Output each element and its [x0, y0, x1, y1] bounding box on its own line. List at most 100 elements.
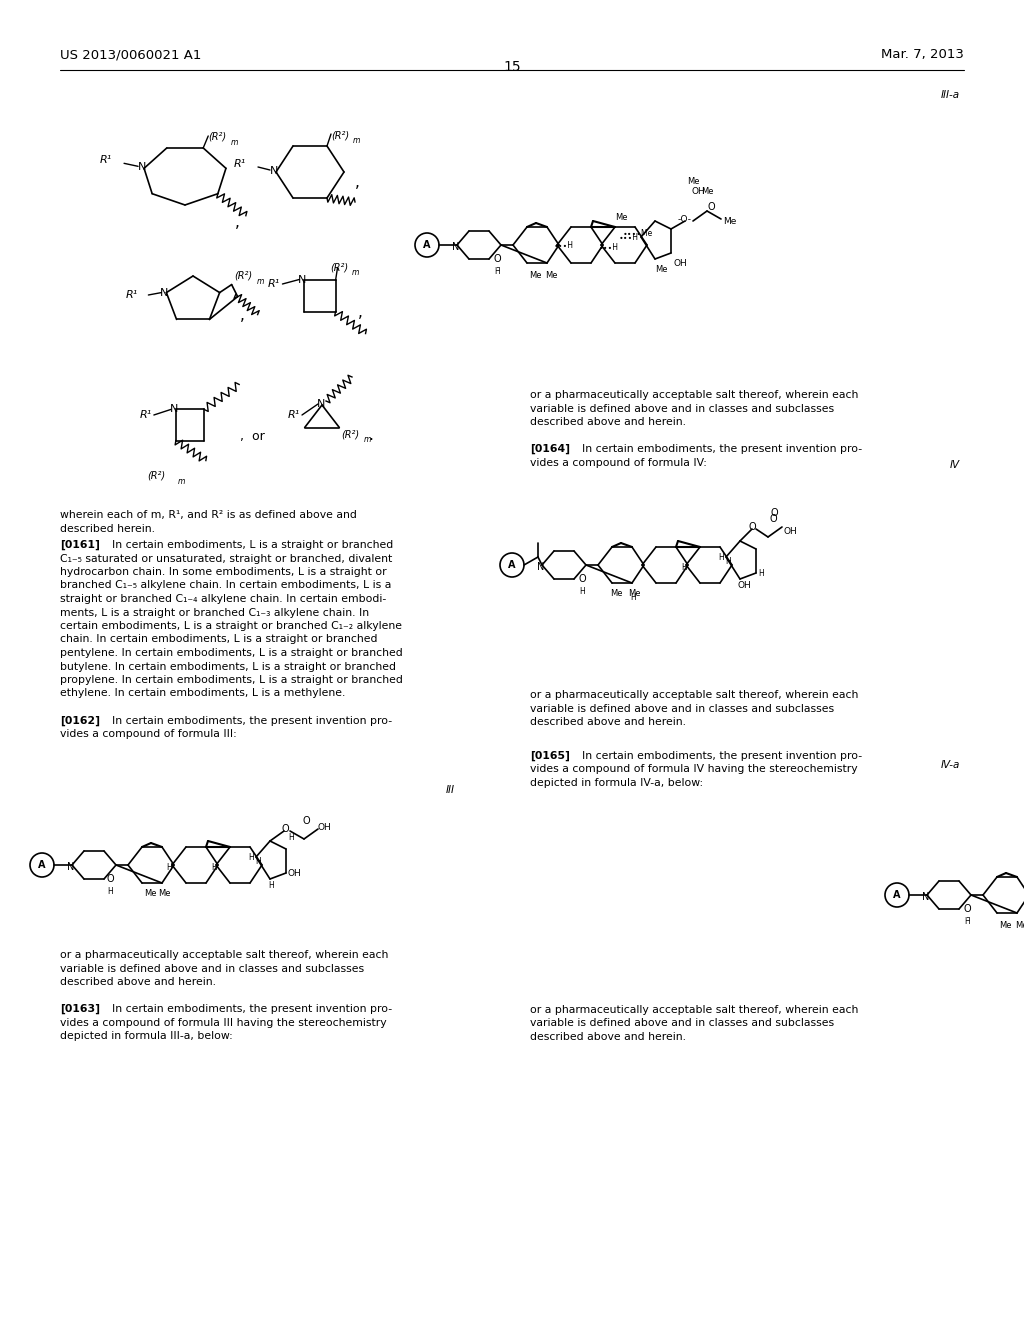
- Text: R¹: R¹: [288, 411, 300, 420]
- Text: Me: Me: [999, 920, 1012, 929]
- Text: R¹: R¹: [99, 156, 112, 165]
- Text: butylene. In certain embodiments, L is a straight or branched: butylene. In certain embodiments, L is a…: [60, 661, 396, 672]
- Text: pentylene. In certain embodiments, L is a straight or branched: pentylene. In certain embodiments, L is …: [60, 648, 402, 657]
- Text: In certain embodiments, the present invention pro-: In certain embodiments, the present inve…: [105, 1005, 392, 1014]
- Text: H: H: [211, 862, 217, 871]
- Text: O: O: [302, 816, 310, 826]
- Text: N: N: [160, 288, 169, 297]
- Text: [0162]: [0162]: [60, 715, 100, 726]
- Text: Me: Me: [610, 589, 623, 598]
- Text: Me: Me: [701, 186, 714, 195]
- Text: .: .: [368, 428, 373, 444]
- Text: wherein each of m, R¹, and R² is as defined above and: wherein each of m, R¹, and R² is as defi…: [60, 510, 357, 520]
- Text: OH: OH: [784, 527, 798, 536]
- Text: propylene. In certain embodiments, L is a straight or branched: propylene. In certain embodiments, L is …: [60, 675, 402, 685]
- Text: In certain embodiments, the present invention pro-: In certain embodiments, the present inve…: [575, 751, 862, 760]
- Text: OH: OH: [691, 186, 705, 195]
- Text: ments, L is a straight or branched C₁₋₃ alkylene chain. In: ments, L is a straight or branched C₁₋₃ …: [60, 607, 369, 618]
- Text: R¹: R¹: [126, 290, 138, 300]
- Text: OH: OH: [738, 581, 752, 590]
- Text: H: H: [725, 557, 731, 565]
- Text: Me: Me: [723, 216, 736, 226]
- Text: US 2013/0060021 A1: US 2013/0060021 A1: [60, 48, 202, 61]
- Text: described herein.: described herein.: [60, 524, 155, 533]
- Text: Me: Me: [529, 271, 542, 280]
- Text: (R²): (R²): [146, 470, 165, 480]
- Text: In certain embodiments, the present invention pro-: In certain embodiments, the present inve…: [575, 444, 862, 454]
- Text: (R²): (R²): [234, 271, 253, 281]
- Text: Me: Me: [158, 888, 171, 898]
- Text: ,  or: , or: [240, 430, 265, 444]
- Text: C₁₋₅ saturated or unsaturated, straight or branched, divalent: C₁₋₅ saturated or unsaturated, straight …: [60, 553, 392, 564]
- Text: O: O: [106, 874, 114, 884]
- Text: N: N: [537, 562, 544, 572]
- Text: Me: Me: [545, 271, 557, 280]
- Text: m: m: [231, 139, 239, 147]
- Text: Me: Me: [655, 264, 668, 273]
- Text: (R²): (R²): [331, 129, 349, 140]
- Text: N: N: [922, 892, 929, 902]
- Text: H: H: [255, 857, 261, 866]
- Text: Me: Me: [1015, 920, 1024, 929]
- Text: III-a: III-a: [941, 90, 961, 100]
- Text: OH: OH: [673, 259, 687, 268]
- Text: m: m: [364, 436, 371, 445]
- Text: R¹: R¹: [139, 411, 152, 420]
- Text: [0164]: [0164]: [530, 444, 570, 454]
- Text: R¹: R¹: [233, 158, 246, 169]
- Text: or a pharmaceutically acceptable salt thereof, wherein each: or a pharmaceutically acceptable salt th…: [530, 690, 858, 700]
- Text: N: N: [138, 162, 146, 173]
- Text: [0165]: [0165]: [530, 751, 570, 762]
- Text: H: H: [268, 880, 273, 890]
- Text: N: N: [67, 862, 74, 873]
- Text: depicted in formula III-a, below:: depicted in formula III-a, below:: [60, 1031, 232, 1041]
- Text: H: H: [718, 553, 724, 561]
- Text: A: A: [893, 890, 901, 900]
- Text: N: N: [269, 166, 279, 176]
- Text: described above and herein.: described above and herein.: [530, 717, 686, 727]
- Text: or a pharmaceutically acceptable salt thereof, wherein each: or a pharmaceutically acceptable salt th…: [530, 389, 858, 400]
- Text: (R²): (R²): [341, 429, 359, 440]
- Text: [0161]: [0161]: [60, 540, 100, 550]
- Text: described above and herein.: described above and herein.: [60, 977, 216, 987]
- Text: ∙∙∙H: ∙∙∙H: [599, 243, 618, 252]
- Text: depicted in formula IV-a, below:: depicted in formula IV-a, below:: [530, 777, 703, 788]
- Text: O: O: [964, 904, 971, 913]
- Text: H: H: [108, 887, 113, 895]
- Text: vides a compound of formula IV having the stereochemistry: vides a compound of formula IV having th…: [530, 764, 858, 775]
- Text: H: H: [166, 862, 172, 871]
- Text: In certain embodiments, L is a straight or branched: In certain embodiments, L is a straight …: [105, 540, 393, 550]
- Text: Me: Me: [687, 177, 699, 186]
- Text: vides a compound of formula III having the stereochemistry: vides a compound of formula III having t…: [60, 1018, 387, 1027]
- Text: variable is defined above and in classes and subclasses: variable is defined above and in classes…: [530, 704, 835, 714]
- Text: vides a compound of formula IV:: vides a compound of formula IV:: [530, 458, 707, 467]
- Text: R¹: R¹: [268, 279, 281, 289]
- Text: N: N: [298, 276, 306, 285]
- Text: Me: Me: [144, 888, 157, 898]
- Text: -O-: -O-: [678, 215, 692, 224]
- Text: certain embodiments, L is a straight or branched C₁₋₂ alkylene: certain embodiments, L is a straight or …: [60, 620, 402, 631]
- Text: In certain embodiments, the present invention pro-: In certain embodiments, the present inve…: [105, 715, 392, 726]
- Text: O: O: [749, 521, 756, 532]
- Text: O: O: [579, 574, 586, 583]
- Text: A: A: [508, 560, 516, 570]
- Text: chain. In certain embodiments, L is a straight or branched: chain. In certain embodiments, L is a st…: [60, 635, 378, 644]
- Text: ∙∙∙∙Me: ∙∙∙∙Me: [623, 228, 653, 238]
- Text: A: A: [423, 240, 431, 249]
- Text: m: m: [353, 136, 360, 145]
- Text: N: N: [452, 242, 459, 252]
- Text: O: O: [708, 202, 716, 213]
- Text: ,: ,: [234, 215, 240, 230]
- Text: Me: Me: [615, 213, 628, 222]
- Text: O: O: [494, 253, 501, 264]
- Text: H̄: H̄: [965, 916, 970, 925]
- Text: III: III: [446, 785, 455, 795]
- Text: O: O: [770, 508, 778, 517]
- Text: A: A: [38, 861, 46, 870]
- Text: m: m: [351, 268, 359, 277]
- Text: H: H: [580, 586, 585, 595]
- Text: IV-a: IV-a: [941, 760, 961, 770]
- Text: H: H: [630, 593, 636, 602]
- Text: m: m: [178, 477, 185, 486]
- Text: (R²): (R²): [331, 263, 349, 272]
